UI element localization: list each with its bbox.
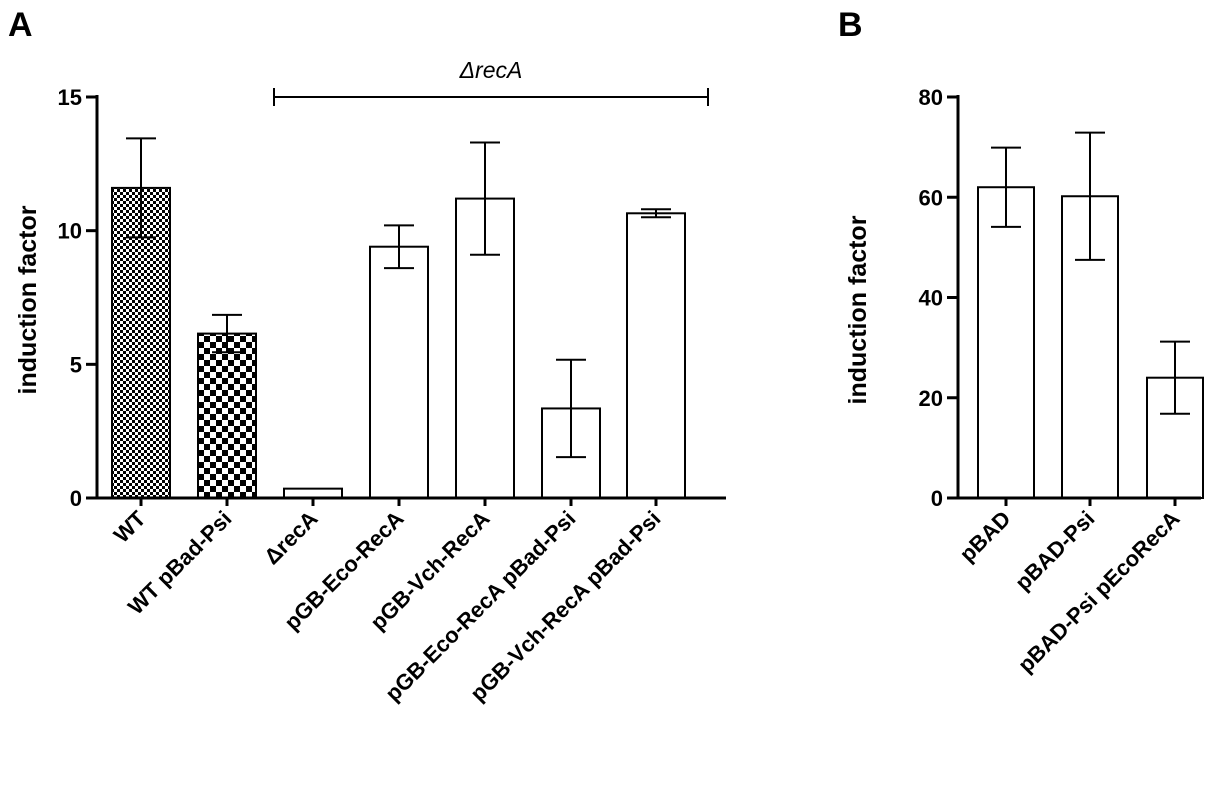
y-tick-label-2: 10 — [58, 219, 82, 244]
category-label-3: pBAD-Psi pEcoRecA — [1013, 506, 1185, 678]
bar-4 — [369, 245, 429, 499]
panel-letter-b: B — [838, 6, 863, 44]
y-tick-label-2: 40 — [919, 286, 943, 311]
y-tick-label-1: 20 — [919, 386, 943, 411]
bar-2 — [197, 332, 257, 499]
y-tick-label-0: 0 — [70, 486, 82, 511]
y-tick-label-4: 80 — [919, 85, 943, 110]
bar-1 — [977, 186, 1035, 499]
category-label-1: WT — [109, 505, 151, 547]
category-label-2: pBAD-Psi — [1010, 506, 1099, 595]
bar-7 — [626, 212, 686, 499]
y-tick-label-3: 15 — [58, 85, 82, 110]
y-axis-title: induction factor — [14, 205, 42, 394]
y-axis-title: induction factor — [844, 215, 872, 404]
panel-letter-a: A — [8, 6, 33, 44]
y-tick-label-3: 60 — [919, 185, 943, 210]
y-tick-label-1: 5 — [70, 352, 82, 377]
category-label-3: ΔrecA — [259, 506, 323, 570]
bracket-label: ΔrecA — [459, 57, 523, 83]
y-tick-label-0: 0 — [931, 486, 943, 511]
bar-1 — [111, 186, 171, 499]
category-label-1: pBAD — [955, 506, 1016, 567]
